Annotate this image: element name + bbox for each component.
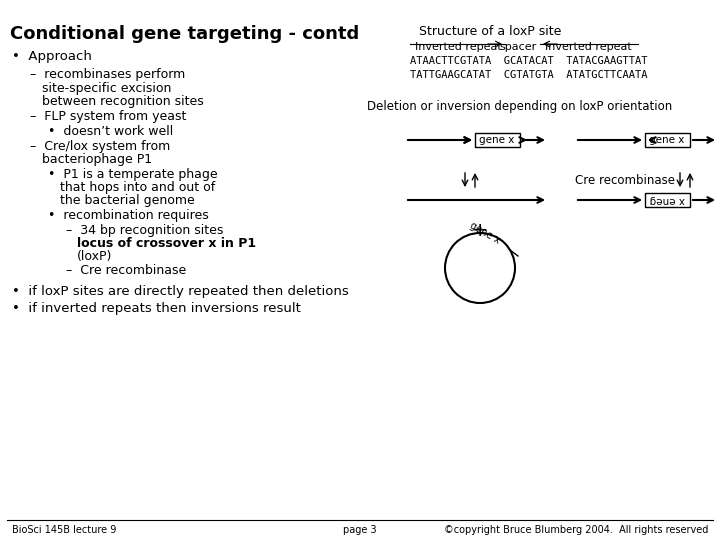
FancyBboxPatch shape bbox=[475, 133, 520, 147]
Text: Inverted repeat: Inverted repeat bbox=[545, 42, 631, 52]
Text: Structure of a loxP site: Structure of a loxP site bbox=[419, 25, 561, 38]
Text: Deletion or inversion depending on loxP orientation: Deletion or inversion depending on loxP … bbox=[367, 100, 672, 113]
Text: +: + bbox=[472, 220, 488, 240]
Text: bacteriophage P1: bacteriophage P1 bbox=[42, 153, 152, 166]
Text: that hops into and out of: that hops into and out of bbox=[60, 181, 215, 194]
Text: ©copyright Bruce Blumberg 2004.  All rights reserved: ©copyright Bruce Blumberg 2004. All righ… bbox=[444, 525, 708, 535]
FancyBboxPatch shape bbox=[645, 193, 690, 207]
Text: •  recombination requires: • recombination requires bbox=[48, 209, 209, 222]
Text: the bacterial genome: the bacterial genome bbox=[60, 194, 194, 207]
Text: site-specific excision: site-specific excision bbox=[42, 82, 171, 95]
Text: Cre recombinase: Cre recombinase bbox=[575, 173, 675, 186]
Text: Conditional gene targeting - contd: Conditional gene targeting - contd bbox=[10, 25, 359, 43]
Text: between recognition sites: between recognition sites bbox=[42, 95, 204, 108]
Text: –  34 bp recognition sites: – 34 bp recognition sites bbox=[66, 224, 223, 237]
Text: spacer: spacer bbox=[500, 42, 536, 52]
Text: Inverted repeat: Inverted repeat bbox=[415, 42, 502, 52]
Text: –  Cre recombinase: – Cre recombinase bbox=[66, 264, 186, 277]
FancyBboxPatch shape bbox=[645, 133, 690, 147]
Text: (loxP): (loxP) bbox=[77, 250, 112, 263]
Text: page 3: page 3 bbox=[343, 525, 377, 535]
Text: •  Approach: • Approach bbox=[12, 50, 92, 63]
Text: TATTGAAGCATAT  CGTATGTA  ATATGCTTCAATA: TATTGAAGCATAT CGTATGTA ATATGCTTCAATA bbox=[410, 70, 647, 80]
Text: locus of crossover x in P1: locus of crossover x in P1 bbox=[77, 237, 256, 250]
Text: gene x: gene x bbox=[468, 221, 502, 246]
Text: –  FLP system from yeast: – FLP system from yeast bbox=[30, 110, 186, 123]
Text: ATAACTTCGTATA  GCATACAT  TATACGAAGTTAT: ATAACTTCGTATA GCATACAT TATACGAAGTTAT bbox=[410, 56, 647, 66]
Text: •  doesn’t work well: • doesn’t work well bbox=[48, 125, 174, 138]
Text: •  if inverted repeats then inversions result: • if inverted repeats then inversions re… bbox=[12, 302, 301, 315]
Text: •  if loxP sites are directly repeated then deletions: • if loxP sites are directly repeated th… bbox=[12, 285, 348, 298]
Text: gene x: gene x bbox=[480, 135, 515, 145]
Text: gene x: gene x bbox=[649, 135, 685, 145]
Text: –  Cre/lox system from: – Cre/lox system from bbox=[30, 140, 170, 153]
Text: –  recombinases perform: – recombinases perform bbox=[30, 68, 185, 81]
Text: •  P1 is a temperate phage: • P1 is a temperate phage bbox=[48, 168, 217, 181]
Text: x eneg: x eneg bbox=[649, 195, 685, 205]
Text: BioSci 145B lecture 9: BioSci 145B lecture 9 bbox=[12, 525, 117, 535]
